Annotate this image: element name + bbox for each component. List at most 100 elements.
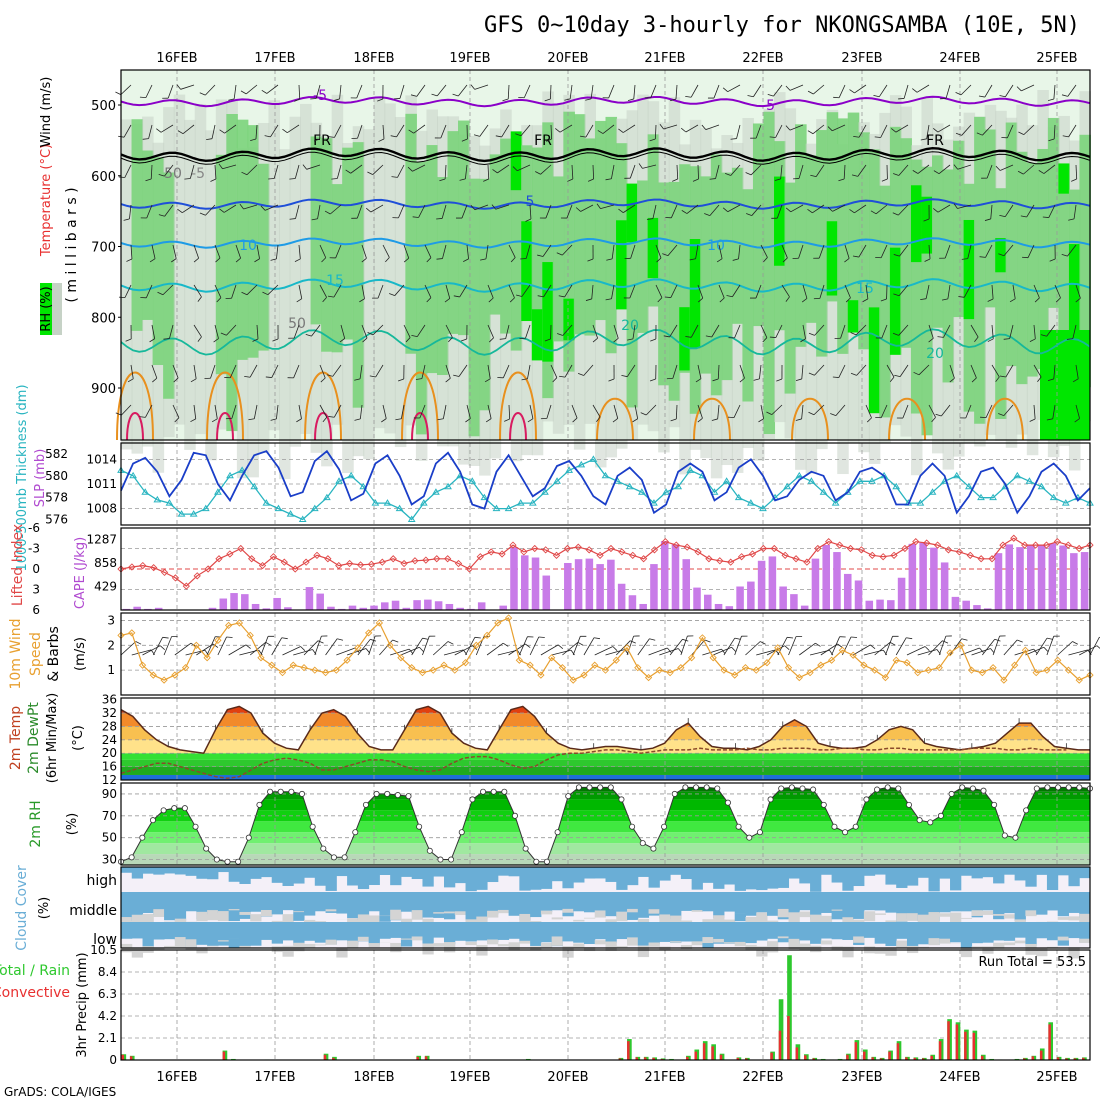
rh-point <box>960 785 965 790</box>
cloud-bar-low <box>283 922 294 940</box>
cloud-bar-gap <box>810 946 821 952</box>
rh-point <box>949 791 954 796</box>
cloud-bar-gap <box>972 910 983 916</box>
cloud-bar-low <box>972 922 983 943</box>
precip-total-label: Total / Rain <box>0 963 70 979</box>
cloud-bar-gap <box>498 944 509 946</box>
cloud-bar-high <box>1079 867 1090 878</box>
cloud-bar-high <box>186 867 197 876</box>
cloud-bar-gap <box>595 940 606 944</box>
cloud-bar-high <box>455 867 466 883</box>
cloud-bar-high <box>444 867 455 887</box>
rh-band-mid <box>837 118 849 353</box>
cloud-bar-high <box>961 867 972 876</box>
cloud-bar-middle <box>143 892 154 913</box>
cloud-bar-middle <box>670 892 681 919</box>
cloud-bar-low <box>649 922 660 944</box>
rh-band-mid <box>458 121 470 336</box>
date-tick-label-bottom: 22FEB <box>742 1070 783 1085</box>
cape-bar <box>586 559 594 610</box>
rh-band-mid <box>448 131 460 334</box>
wind-barb-feather <box>160 646 164 650</box>
cloud-bar-gap <box>1025 910 1036 916</box>
rh-band-dark <box>542 262 554 362</box>
rh-point <box>1024 808 1029 813</box>
rh-band-mid <box>132 119 144 331</box>
cape-bar <box>413 600 421 610</box>
cloud-bar-middle <box>164 892 175 920</box>
cloud-bar-gap <box>670 941 681 943</box>
cloud-bar-gap <box>1025 944 1036 955</box>
rh-band-gray <box>374 98 386 428</box>
rh-point <box>821 802 826 807</box>
rh-point <box>193 824 198 829</box>
cloud-bar-middle <box>692 892 703 911</box>
cloud-bar-middle <box>1068 892 1079 913</box>
cloud-bar-low <box>993 922 1004 940</box>
precip-conv-bar <box>939 1041 942 1060</box>
precip-conv-bar <box>223 1052 226 1060</box>
wind-barb <box>864 650 883 655</box>
wind-barb-feather <box>594 638 600 639</box>
cloud-bar-gap <box>799 912 810 918</box>
cloud-bar-middle <box>186 892 197 911</box>
cloud-bar-gap <box>649 909 660 913</box>
rh-band-mid <box>311 136 323 324</box>
cloud-bar-middle <box>584 892 595 912</box>
wind-barb-feather <box>539 637 545 638</box>
cloud-bar-high <box>853 867 864 886</box>
contour-label: 10 <box>239 238 257 254</box>
cape-bar <box>241 594 249 610</box>
cloud-bar-low <box>724 922 735 944</box>
rh-point <box>385 791 390 796</box>
cloud-bar-middle <box>573 892 584 911</box>
rh-point <box>885 785 890 790</box>
cloud-bar-gap <box>1004 914 1015 918</box>
cape-bar <box>758 561 766 610</box>
slp-tick-label: 1011 <box>86 477 117 491</box>
cloud-bar-low <box>272 922 283 944</box>
precip-unit-label: 3hr Precip (mm) <box>75 952 90 1057</box>
wind-barb <box>519 637 527 655</box>
cloud-bar-low <box>250 922 261 946</box>
cloud-bar-high <box>207 867 218 879</box>
cloud-bar-high <box>476 867 487 890</box>
cloud-bar-gap <box>293 911 304 912</box>
wind10-label: 10m Wind <box>8 618 24 689</box>
wind-barb-feather <box>393 640 399 642</box>
mb-tick-label: 600 <box>91 170 116 185</box>
cloud-bar-low <box>638 922 649 946</box>
cloud-bar-low <box>832 922 843 939</box>
rh-point <box>896 786 901 791</box>
rh-band <box>121 843 1090 854</box>
rh-band-mid <box>816 130 828 357</box>
cloud-bar-middle <box>853 892 864 919</box>
rh-point <box>406 794 411 799</box>
cloud-bar-low <box>799 922 810 940</box>
cloud-bar-middle <box>250 892 261 912</box>
rh-point <box>725 800 730 805</box>
cloud-bar-middle <box>939 892 950 912</box>
cape-bar <box>435 601 443 610</box>
wind-barb-feather <box>419 647 423 651</box>
rh-band-mid <box>711 154 723 395</box>
cloud-bar-low <box>767 922 778 939</box>
cloud-bar-gap <box>821 940 832 944</box>
cloud-bar-high <box>498 867 509 876</box>
rh-point <box>661 824 666 829</box>
cloud-bar-high <box>918 867 929 878</box>
rh-point <box>619 797 624 802</box>
cloud-bar-low <box>756 922 767 941</box>
cloud-bar-gap <box>153 909 164 917</box>
rh-band-mid <box>785 183 797 394</box>
thickness-tick-label: 578 <box>45 491 68 505</box>
rh-tick-label: 70 <box>102 809 117 823</box>
wind-barb-feather <box>1017 640 1023 642</box>
cloud-bar-middle <box>745 892 756 916</box>
cloud-bar-high <box>810 867 821 892</box>
cloud-bar-high <box>842 867 853 891</box>
cloud-bar-low <box>541 922 552 942</box>
cloud-bar-low <box>670 922 681 943</box>
cloud-bar-low <box>659 922 670 942</box>
